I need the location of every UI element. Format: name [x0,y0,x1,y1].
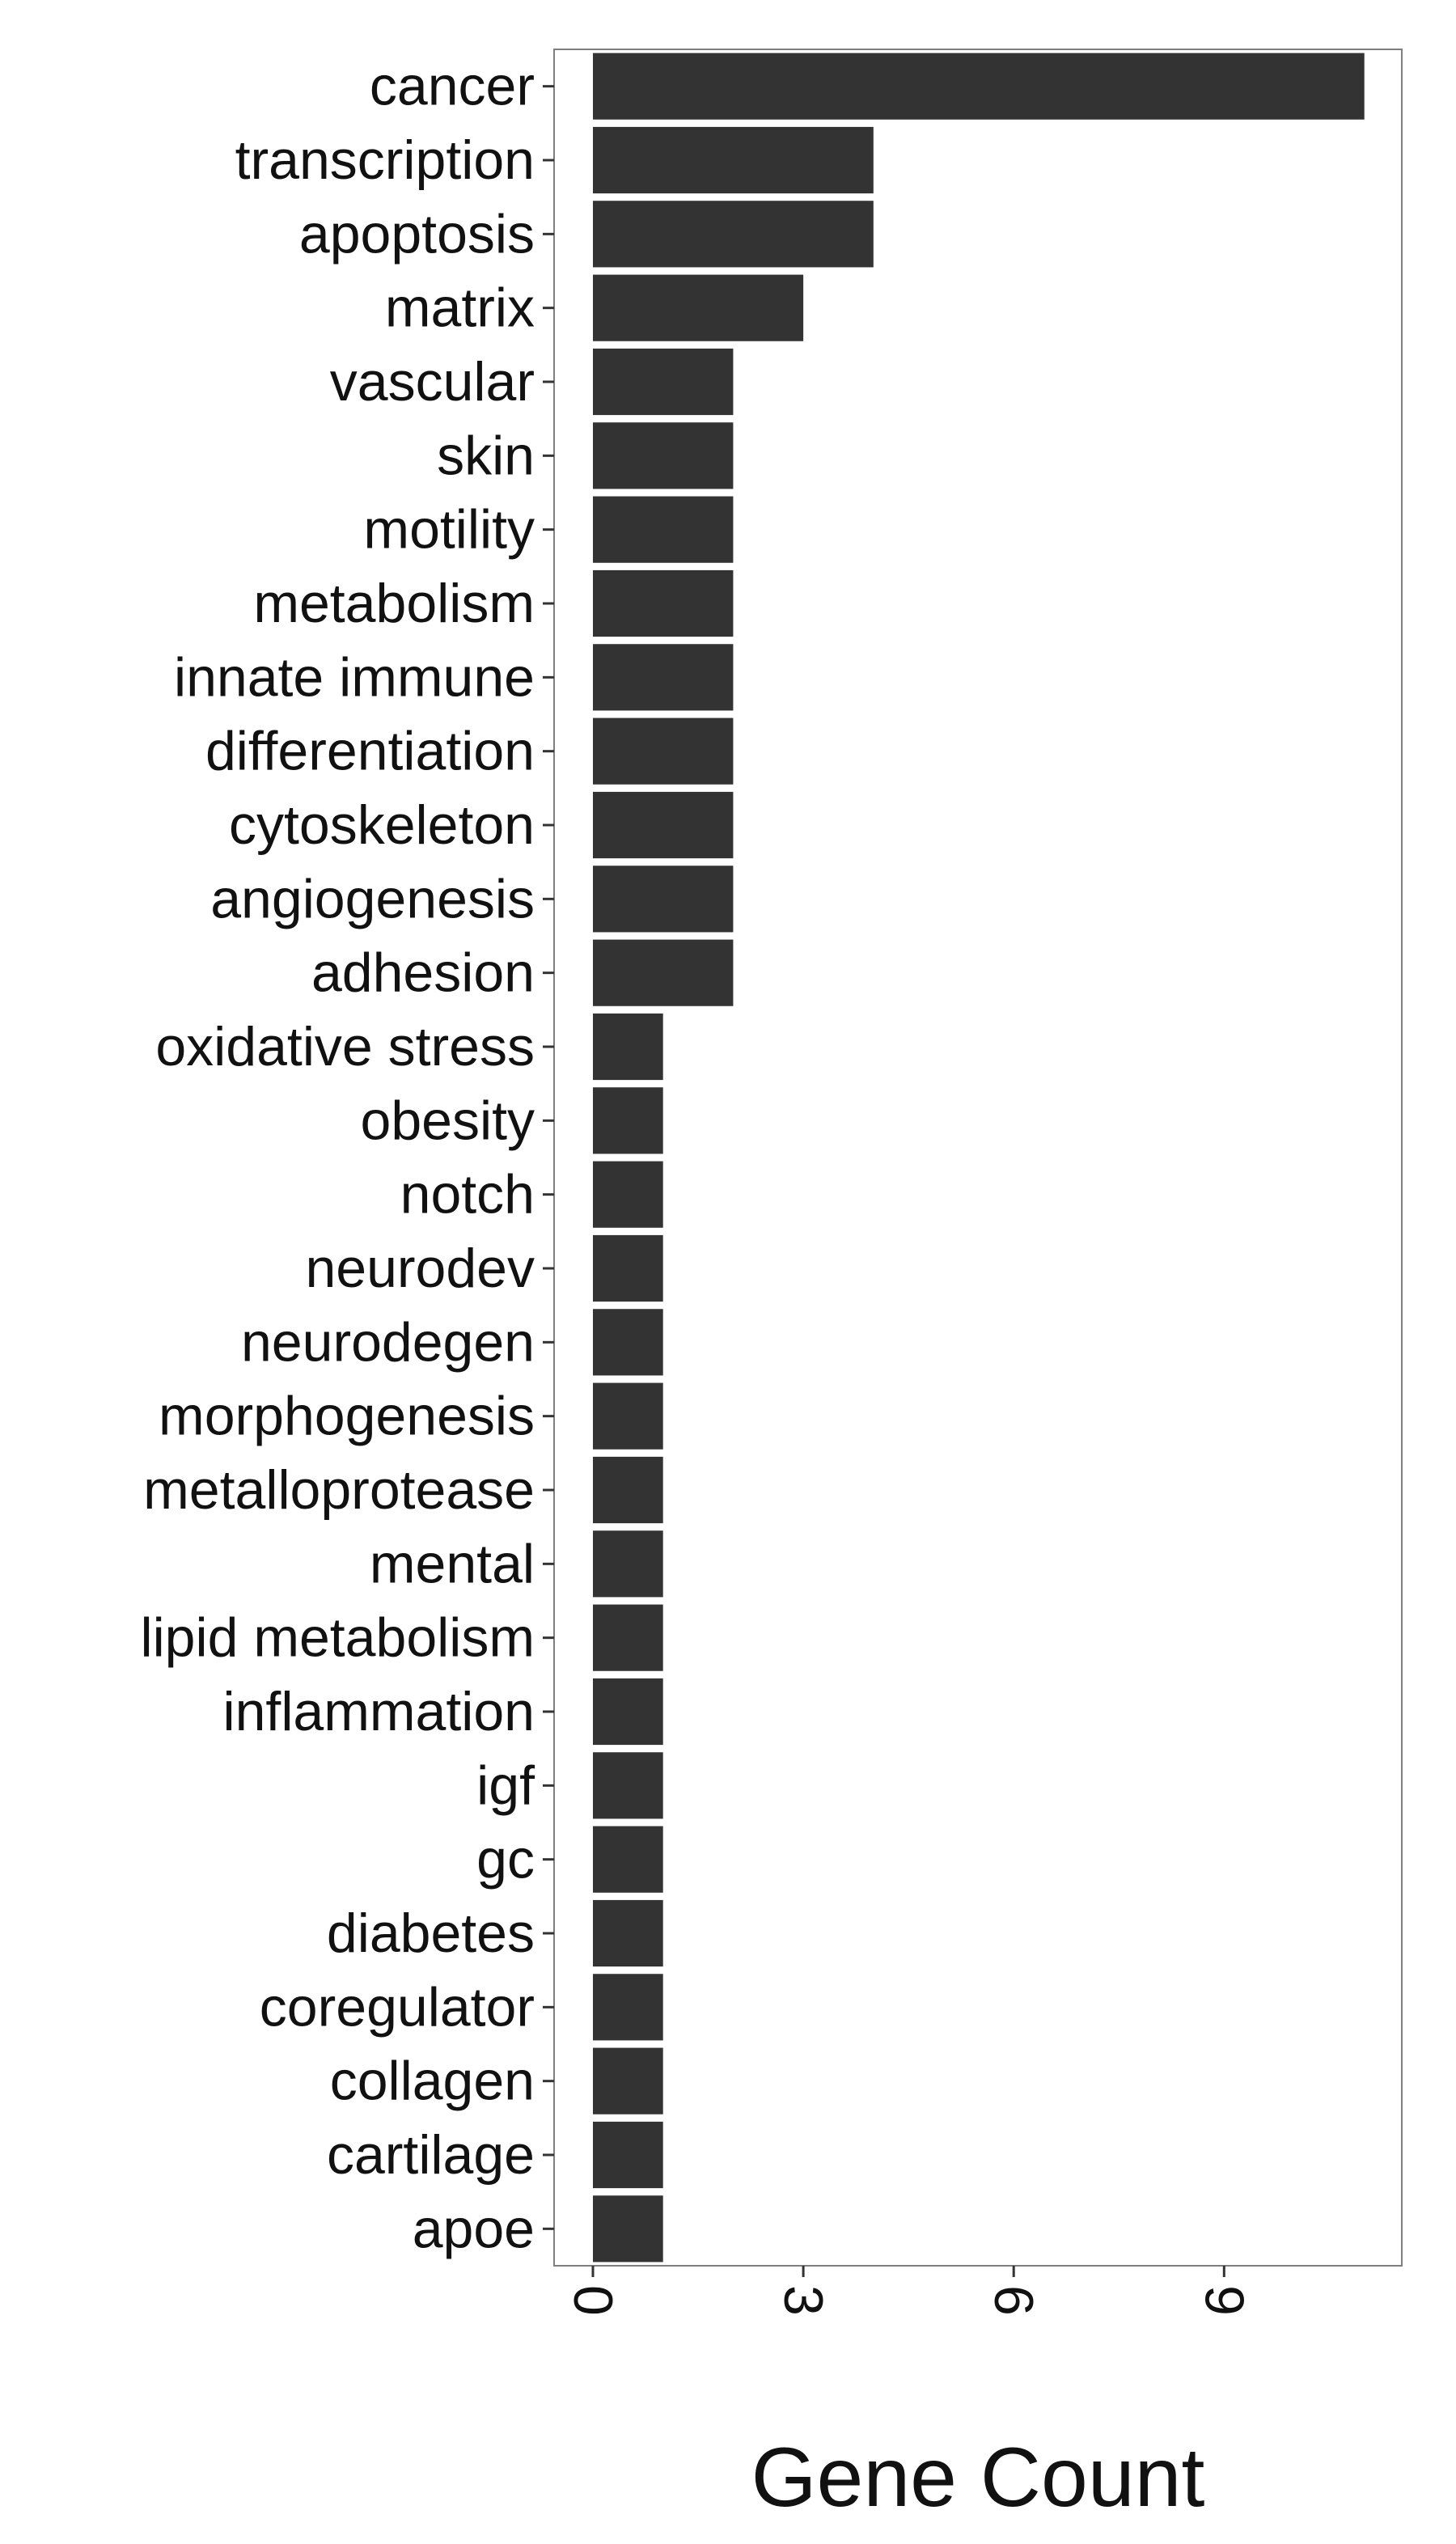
bar-transcription [593,126,874,194]
category-label: neurodev [305,1238,535,1299]
bar-mental [593,1530,663,1598]
category-label: morphogenesis [159,1386,535,1447]
x-axis-title: Gene Count [751,2431,1205,2525]
category-label: neurodegen [241,1311,535,1373]
category-label: inflammation [223,1681,535,1742]
bar-skin [593,422,734,489]
bar-angiogenesis [593,866,734,933]
bar-neurodegen [593,1309,663,1376]
bar-igf [593,1752,663,1819]
category-label: gc [476,1829,535,1890]
bar-cancer [593,53,1365,120]
bar-inflammation [593,1678,663,1746]
category-label: coregulator [260,1976,535,2038]
category-label: igf [476,1755,535,1816]
category-label: motility [363,499,535,561]
category-label: lipid metabolism [140,1607,535,1669]
category-label: adhesion [311,942,535,1004]
category-label: apoptosis [299,203,535,265]
x-tick-label: 6 [983,2285,1044,2316]
category-label: diabetes [327,1903,535,1964]
category-label: notch [400,1164,535,1225]
category-label: angiogenesis [210,868,535,929]
bar-motility [593,496,734,563]
bar-cartilage [593,2121,663,2189]
bar-morphogenesis [593,1382,663,1450]
x-axis: 0 3 6 9 [562,2266,1255,2316]
bar-apoptosis [593,201,874,268]
bar-notch [593,1161,663,1228]
bar-adhesion [593,939,734,1006]
bar-matrix [593,274,804,341]
category-label: matrix [385,277,535,339]
category-label: metabolism [253,573,535,634]
bar-lipid-metabolism [593,1604,663,1671]
category-labels: cancer transcription apoptosis matrix vascul… [140,56,554,2259]
category-label: obesity [361,1090,535,1151]
category-label: innate immune [174,646,535,708]
bar-cytoskeleton [593,791,734,859]
bar-neurodev [593,1234,663,1302]
bar-vascular [593,348,734,416]
category-label: cytoskeleton [229,794,535,856]
category-label: oxidative stress [155,1016,535,1077]
category-label: differentiation [205,721,535,782]
category-label: collagen [330,2051,535,2112]
x-tick-label: 0 [562,2285,624,2316]
bar-metabolism [593,569,734,637]
category-label: vascular [330,351,535,413]
bar-coregulator [593,1974,663,2041]
category-label: cancer [370,56,535,117]
category-label: transcription [235,129,535,191]
bar-obesity [593,1087,663,1154]
category-label: skin [437,425,535,486]
x-tick-label: 3 [772,2285,834,2316]
bar-diabetes [593,1899,663,1967]
category-label: cartilage [327,2124,535,2186]
bar-innate-immune [593,644,734,711]
category-label: metalloprotease [143,1459,535,1521]
bar-gc [593,1826,663,1893]
bar-collagen [593,2047,663,2114]
x-tick-label: 9 [1193,2285,1255,2316]
bars-group [593,53,1365,2263]
bar-metalloprotease [593,1456,663,1524]
bar-oxidative-stress [593,1013,663,1081]
category-label: mental [370,1533,535,1594]
panel-background [553,49,1403,2267]
bar-differentiation [593,717,734,785]
bar-apoe [593,2195,663,2263]
category-label: apoe [413,2198,535,2259]
